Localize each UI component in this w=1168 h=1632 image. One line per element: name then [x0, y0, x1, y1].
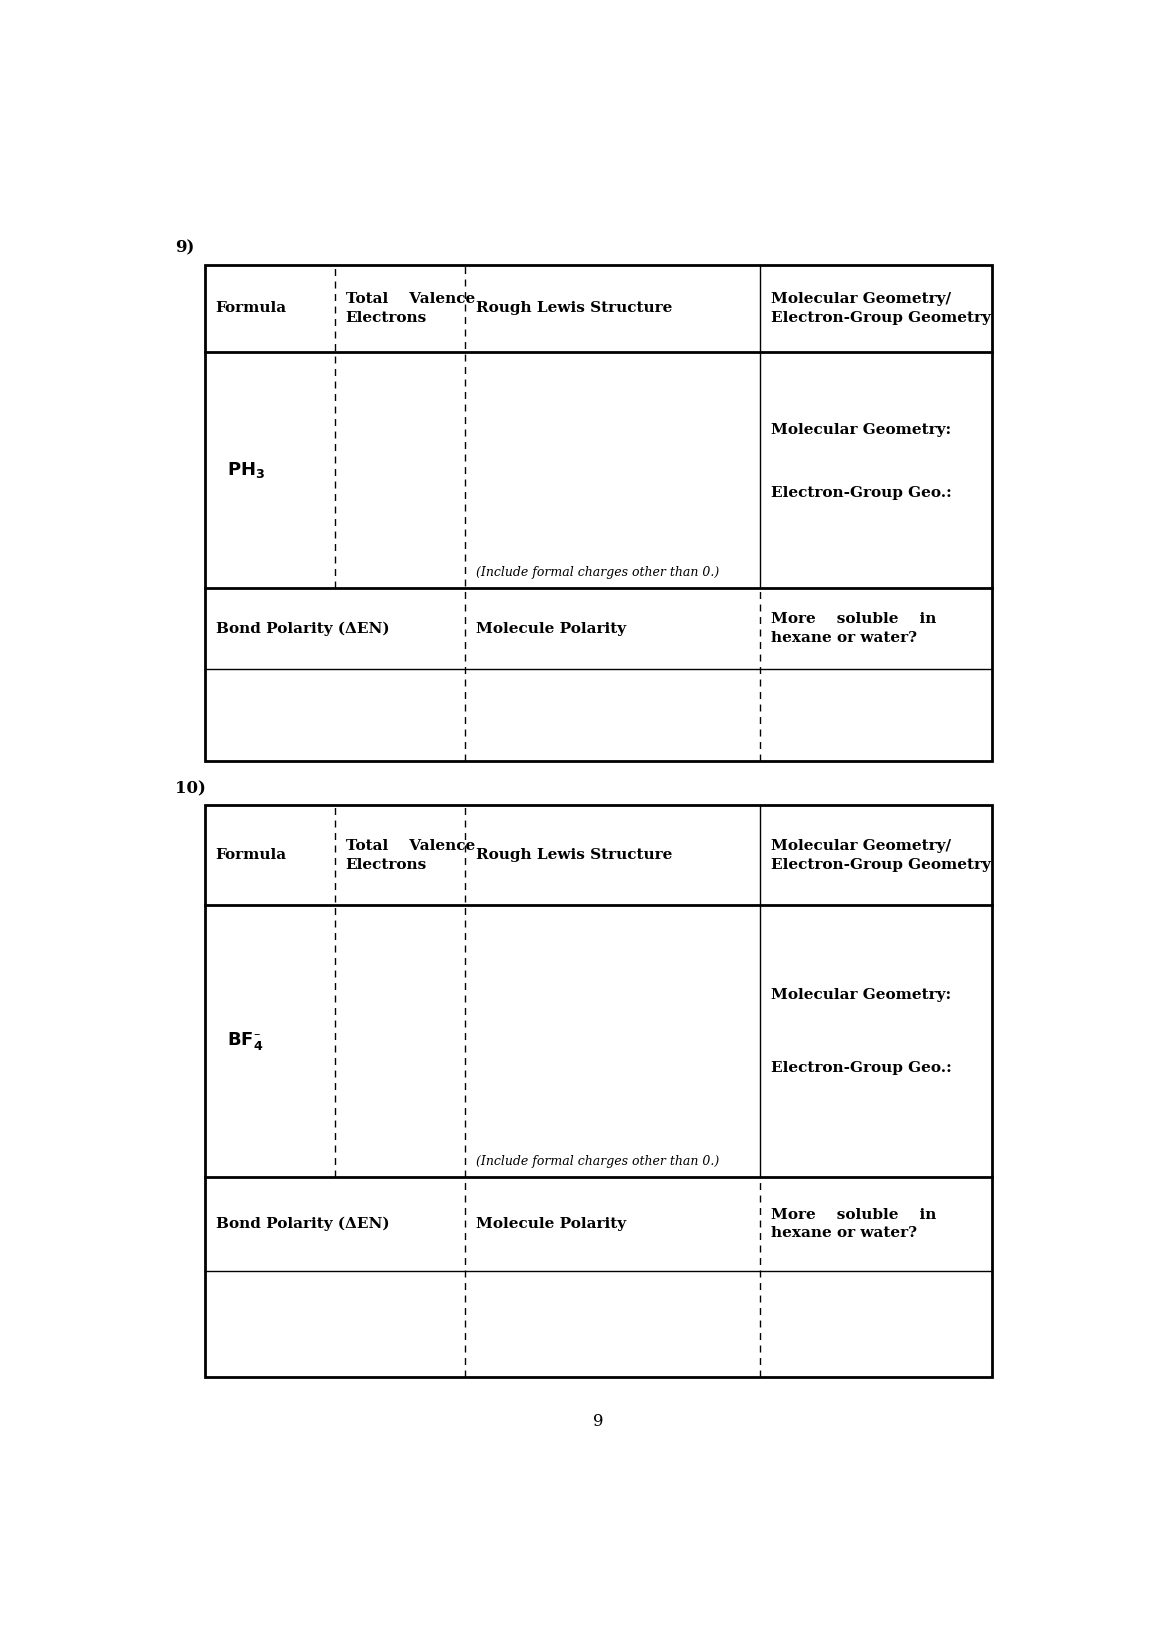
Text: Molecular Geometry/
Electron-Group Geometry: Molecular Geometry/ Electron-Group Geome…	[771, 839, 990, 871]
Text: Molecular Geometry:: Molecular Geometry:	[771, 987, 951, 1002]
Text: Total    Valence
Electrons: Total Valence Electrons	[346, 292, 475, 325]
Bar	[204, 805, 993, 1377]
Text: Molecule Polarity: Molecule Polarity	[475, 1217, 626, 1231]
Bar	[204, 264, 993, 761]
Text: $\mathbf{PH_3}$: $\mathbf{PH_3}$	[228, 460, 265, 480]
Text: More    soluble    in
hexane or water?: More soluble in hexane or water?	[771, 1208, 937, 1240]
Text: Formula: Formula	[216, 849, 287, 862]
Text: Formula: Formula	[216, 302, 287, 315]
Text: Rough Lewis Structure: Rough Lewis Structure	[475, 849, 672, 862]
Text: $\mathbf{BF_4^{–}}$: $\mathbf{BF_4^{–}}$	[228, 1030, 264, 1053]
Text: Electron-Group Geo.:: Electron-Group Geo.:	[771, 1061, 952, 1075]
Text: 9: 9	[593, 1413, 604, 1430]
Text: Molecular Geometry:: Molecular Geometry:	[771, 423, 951, 437]
Text: Bond Polarity (ΔEN): Bond Polarity (ΔEN)	[216, 1217, 389, 1231]
Text: Total    Valence
Electrons: Total Valence Electrons	[346, 839, 475, 871]
Text: Bond Polarity (ΔEN): Bond Polarity (ΔEN)	[216, 622, 389, 636]
Text: Molecule Polarity: Molecule Polarity	[475, 622, 626, 635]
Text: Electron-Group Geo.:: Electron-Group Geo.:	[771, 486, 952, 501]
Text: 9): 9)	[175, 240, 194, 256]
Text: More    soluble    in
hexane or water?: More soluble in hexane or water?	[771, 612, 937, 645]
Text: (Include formal charges other than 0.): (Include formal charges other than 0.)	[475, 1155, 718, 1169]
Text: 10): 10)	[175, 780, 206, 796]
Text: Rough Lewis Structure: Rough Lewis Structure	[475, 302, 672, 315]
Text: Molecular Geometry/
Electron-Group Geometry: Molecular Geometry/ Electron-Group Geome…	[771, 292, 990, 325]
Text: (Include formal charges other than 0.): (Include formal charges other than 0.)	[475, 566, 718, 579]
